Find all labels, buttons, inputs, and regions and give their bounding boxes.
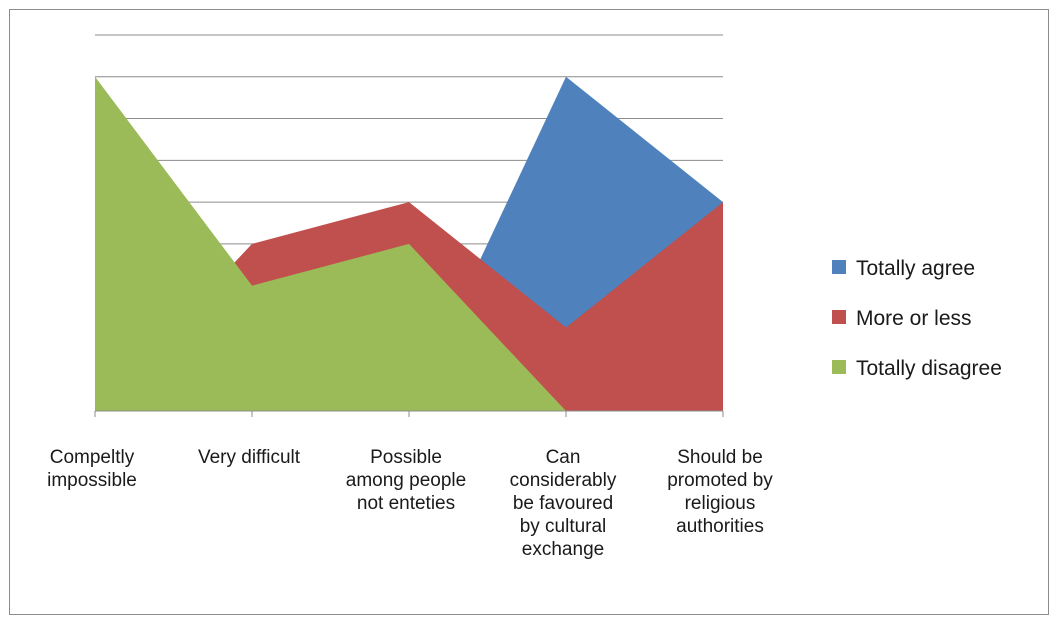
legend-swatch: [832, 260, 846, 274]
legend-swatch: [832, 310, 846, 324]
area-totally-disagree: [95, 76, 723, 412]
series-areas: [95, 76, 723, 412]
legend: Totally agree More or less Totally disagre…: [832, 257, 1002, 380]
legend-label: More or less: [856, 307, 972, 330]
x-tick-label: Should be promoted by religious authorities: [667, 447, 773, 537]
category-labels: Compeltly impossible Very difficult Possibl…: [47, 447, 773, 560]
x-tick-label: Possible among people not enteties: [346, 447, 466, 514]
x-axis: [94, 410, 724, 417]
legend-label: Totally agree: [856, 257, 975, 280]
x-tick-label: Can considerably be favoured by cultural exc…: [510, 447, 617, 560]
legend-swatch: [832, 360, 846, 374]
legend-label: Totally disagree: [856, 357, 1002, 380]
x-tick-label: Very difficult: [198, 447, 301, 468]
x-tick-label: Compeltly impossible: [47, 447, 137, 491]
